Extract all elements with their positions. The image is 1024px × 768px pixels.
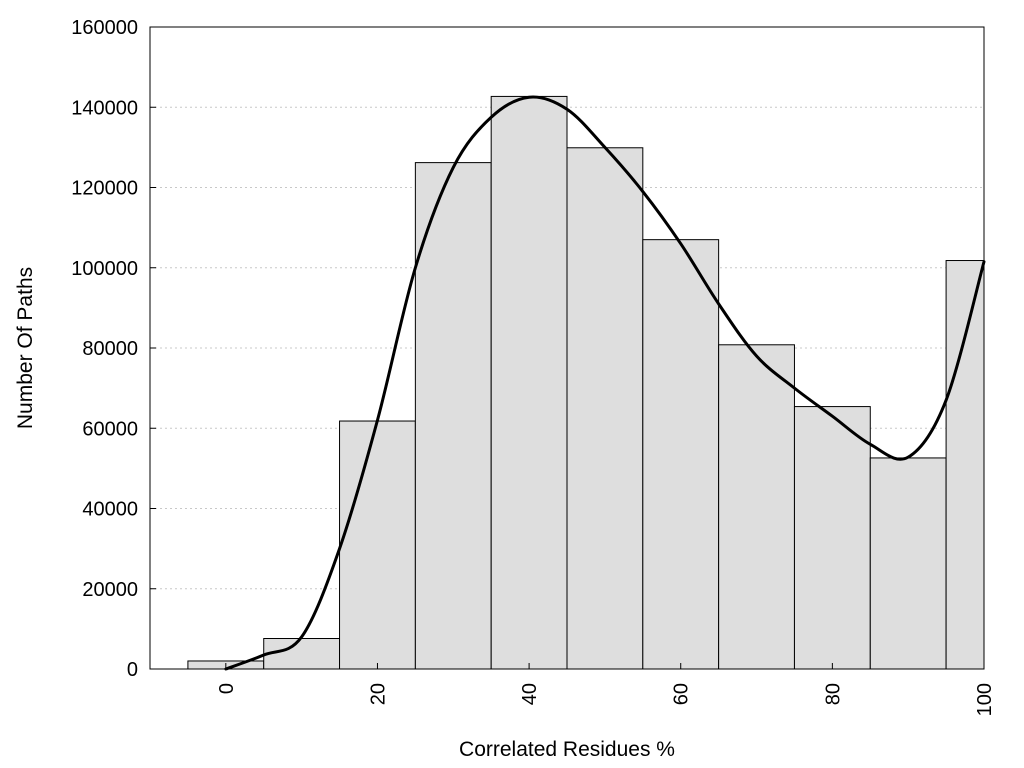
y-tick-label-100000: 100000: [71, 258, 138, 280]
x-tick-label-100: 100: [974, 683, 996, 716]
y-tick-label-80000: 80000: [82, 338, 138, 360]
y-tick-label-160000: 160000: [71, 17, 138, 39]
y-tick-label-140000: 140000: [71, 97, 138, 119]
bar-20: [339, 420, 416, 670]
y-tick-label-40000: 40000: [82, 499, 138, 521]
x-tick-label-60: 60: [671, 683, 693, 705]
bar-60: [642, 239, 720, 670]
x-tick-label-80: 80: [822, 683, 844, 705]
bar-40: [490, 95, 568, 670]
bar-100: [945, 260, 985, 670]
y-tick-label-20000: 20000: [82, 579, 138, 601]
x-tick-label-0: 0: [216, 683, 238, 694]
x-axis-ticks: 0 20 40 60 80 100: [216, 663, 996, 716]
y-tick-label-0: 0: [127, 659, 138, 681]
bar-30: [414, 162, 492, 670]
x-tick-label-20: 20: [367, 683, 389, 705]
bar-70: [718, 344, 795, 670]
bar-10: [263, 638, 341, 670]
y-axis-title: Number Of Paths: [14, 267, 37, 429]
y-tick-label-60000: 60000: [82, 418, 138, 440]
y-axis-ticks: 0 20000 40000 60000 80000 100000 120000 140000 1…: [71, 17, 156, 681]
y-tick-label-120000: 120000: [71, 178, 138, 200]
bar-50: [566, 147, 644, 670]
bar-80: [793, 406, 871, 670]
histogram-bars: [187, 95, 985, 670]
bar-90: [869, 457, 947, 670]
x-tick-label-40: 40: [519, 683, 541, 705]
x-axis-title: Correlated Residues %: [459, 738, 675, 761]
smooth-density-curve: [224, 95, 986, 671]
